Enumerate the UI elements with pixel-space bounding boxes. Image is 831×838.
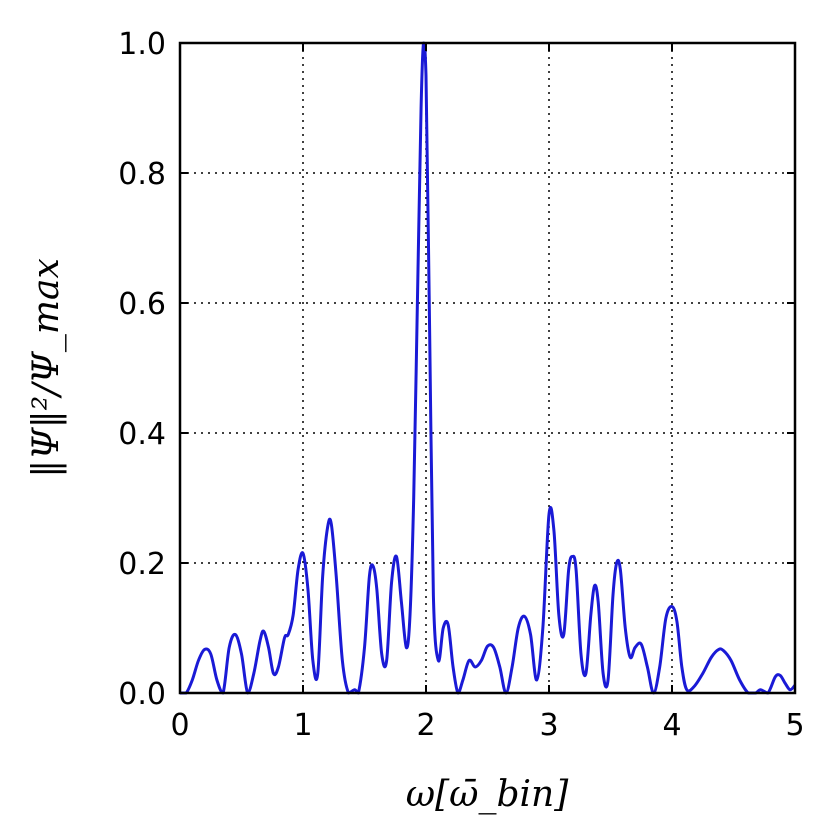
- series-line-0: [179, 41, 797, 695]
- x-tick-label: 5: [785, 708, 804, 743]
- x-tick-label: 4: [662, 708, 681, 743]
- grid-lines: [180, 43, 795, 693]
- tick-marks: [179, 42, 796, 694]
- x-tick-label: 2: [416, 708, 435, 743]
- y-tick-label: 1.0: [118, 27, 166, 62]
- y-axis-label: ‖Ψ‖²/Ψ_max: [26, 258, 67, 478]
- y-tick-labels: 0.0 0.2 0.4 0.6 0.8 1.0: [118, 27, 166, 712]
- x-tick-label: 1: [293, 708, 312, 743]
- y-tick-label: 0.8: [118, 157, 166, 192]
- x-tick-labels: 0 1 2 3 4 5: [170, 708, 804, 743]
- x-axis-label: ω[ω̄_bin]: [406, 774, 570, 815]
- y-tick-label: 0.2: [118, 547, 166, 582]
- series-group: [179, 41, 797, 695]
- y-tick-label: 0.4: [118, 417, 166, 452]
- x-tick-label: 0: [170, 708, 189, 743]
- plot-frame: [178, 41, 797, 695]
- x-tick-label: 3: [539, 708, 558, 743]
- y-tick-label: 0.6: [118, 287, 166, 322]
- y-tick-label: 0.0: [118, 677, 166, 712]
